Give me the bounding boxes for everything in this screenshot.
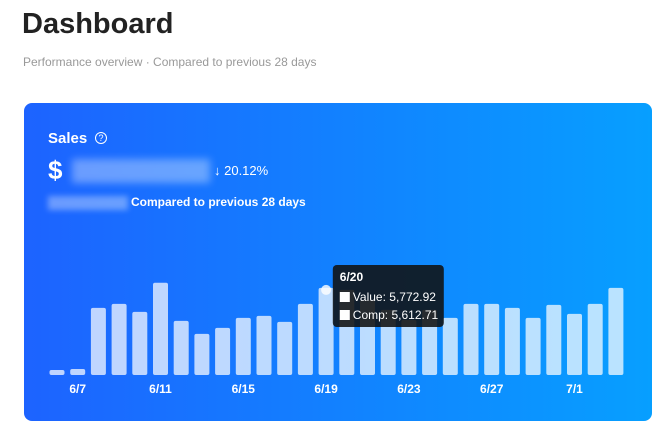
tooltip: 6/20 Value: 5,772.92 Comp: 5,612.71 — [332, 265, 444, 327]
tooltip-swatch — [339, 310, 350, 320]
page-title: Dashboard — [22, 8, 174, 40]
bar — [297, 303, 313, 375]
bar — [587, 303, 603, 375]
change: ↓ 20.12% — [214, 163, 269, 178]
bar — [194, 333, 210, 375]
page-subtitle: Performance overview · Compared to previ… — [23, 55, 317, 69]
x-tick-label: 6/19 — [314, 382, 338, 396]
tooltip-row: Comp: 5,612.71 — [353, 308, 439, 322]
currency: $ — [48, 155, 63, 185]
bar — [504, 307, 520, 375]
help-icon[interactable]: ? — [95, 132, 107, 144]
blurred-compare — [48, 196, 128, 210]
bar — [546, 304, 562, 375]
hover-point — [321, 284, 332, 295]
tooltip-row: Value: 5,772.92 — [353, 290, 437, 304]
tooltip-title: 6/20 — [340, 270, 364, 284]
bar — [70, 368, 86, 375]
blurred-value — [72, 159, 210, 183]
bar — [49, 369, 65, 375]
bar — [153, 282, 168, 375]
bar — [484, 303, 500, 375]
bar — [442, 317, 458, 375]
bar — [277, 321, 293, 375]
sales-card: Sales ? $ ↓ 20.12% Compared to previous … — [24, 103, 652, 421]
bar — [90, 307, 106, 375]
bar — [608, 287, 624, 375]
chart: 6/7 6/11 6/15 6/19 6/23 6/27 7/1 6/20 Value: 5,7… — [49, 265, 624, 396]
bar — [111, 303, 127, 375]
bar — [173, 320, 189, 375]
bar — [463, 303, 479, 375]
bar — [567, 313, 582, 375]
x-tick-label: 6/27 — [480, 382, 504, 396]
bar — [401, 319, 417, 375]
x-tick-label: 6/23 — [397, 382, 421, 396]
x-tick-label: 6/7 — [69, 382, 86, 396]
bar — [318, 287, 334, 375]
tooltip-swatch — [339, 292, 350, 302]
bar — [215, 327, 231, 375]
x-tick-label: 6/15 — [232, 382, 256, 396]
compare-text: Compared to previous 28 days — [131, 195, 306, 209]
x-tick-label: 6/11 — [149, 382, 172, 396]
tooltip-box — [332, 265, 444, 327]
bar — [132, 311, 148, 375]
bar — [235, 317, 251, 375]
x-tick-label: 7/1 — [566, 382, 583, 396]
bar — [256, 315, 272, 375]
bar — [525, 317, 541, 375]
card-title: Sales — [48, 130, 88, 147]
